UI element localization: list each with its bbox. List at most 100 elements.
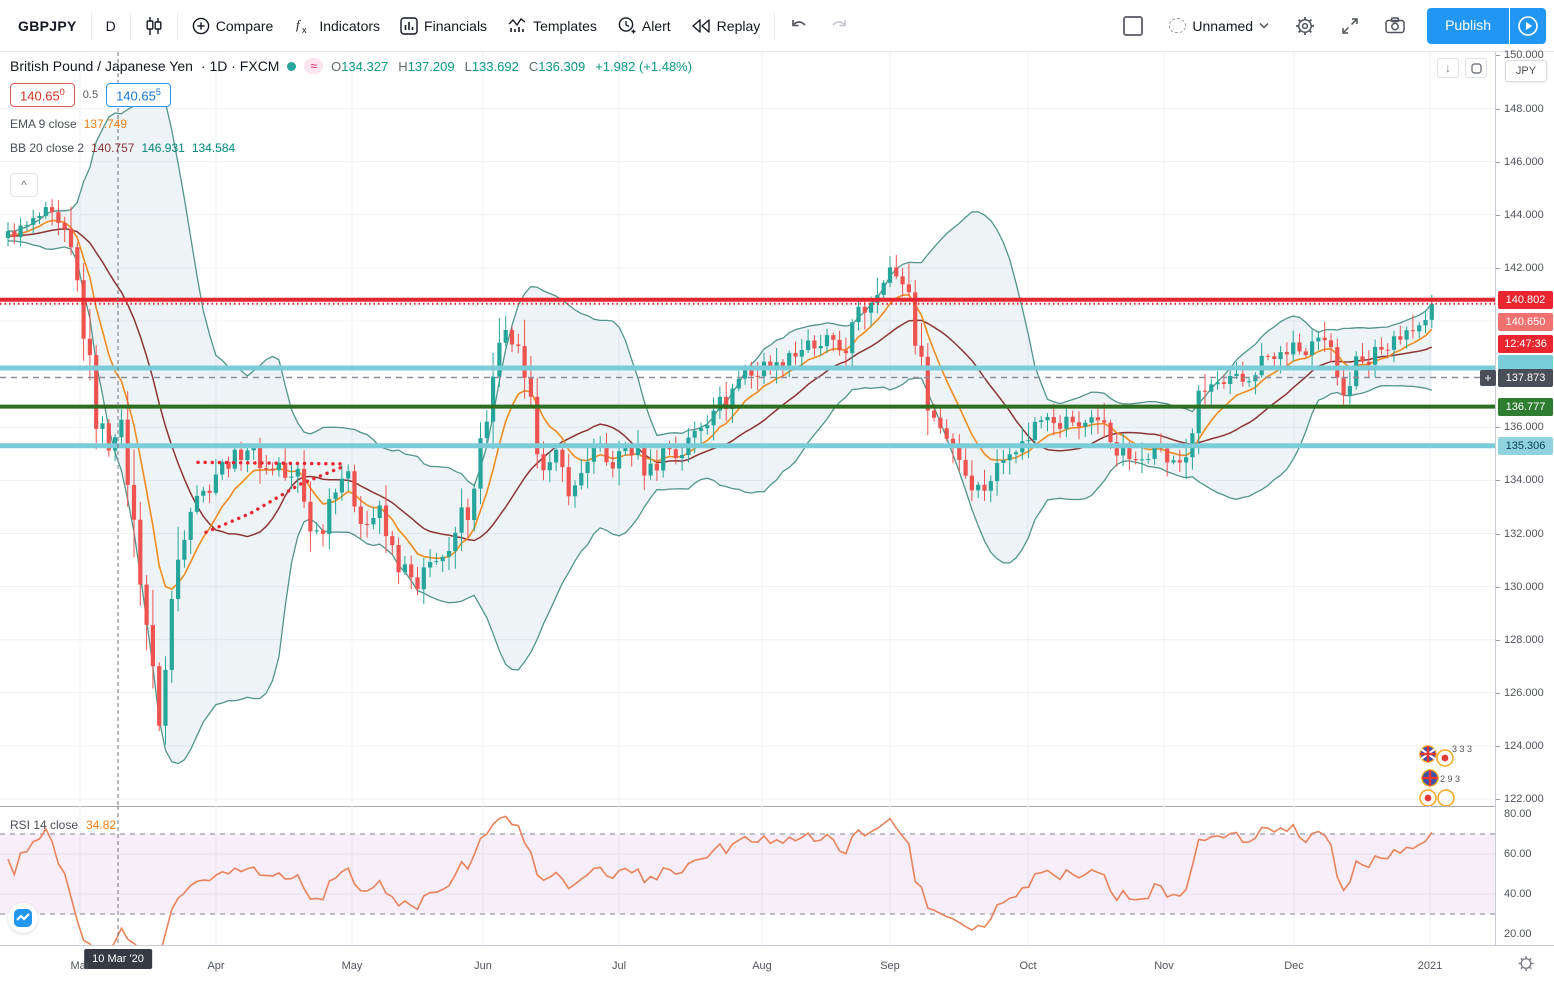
- svg-text:3 3 3: 3 3 3: [1452, 744, 1472, 754]
- time-tick-label: Jul: [611, 959, 627, 972]
- svg-text:f: f: [296, 17, 302, 32]
- collapse-indicators-button[interactable]: ^: [10, 173, 38, 197]
- price-level-label: 135.306: [1498, 437, 1553, 455]
- time-tick-label: Oct: [1019, 959, 1037, 972]
- price-level-label: 136.777: [1498, 398, 1553, 416]
- redo-button[interactable]: [819, 7, 859, 45]
- snapshot-button[interactable]: [1375, 7, 1415, 45]
- buy-button[interactable]: 140.655: [106, 83, 171, 108]
- price-tick-label: 142.000: [1504, 261, 1544, 274]
- hidden-level-label: [1498, 355, 1553, 373]
- toolbar-separator: [129, 11, 131, 40]
- restore-pane-icon: [1470, 62, 1482, 74]
- ema-legend-row[interactable]: EMA 9 close 137.749: [10, 117, 128, 132]
- rsi-tick-label: 80.00: [1504, 808, 1532, 820]
- chart-legend: British Pound / Japanese Yen · 1D · FXCM…: [10, 58, 692, 155]
- delayed-data-icon: ≈: [304, 58, 324, 74]
- price-tick-mark: [1496, 586, 1500, 588]
- templates-icon: [508, 17, 526, 32]
- tradingview-pane-logo[interactable]: [8, 903, 38, 933]
- templates-label: Templates: [533, 17, 597, 34]
- play-circle-icon: [1518, 15, 1538, 36]
- time-axis[interactable]: 10 Mar '20 Mar Apr May Jun Jul Aug Sep Oct Nov De…: [0, 945, 1554, 984]
- pane-separator[interactable]: [0, 806, 1554, 807]
- alert-button[interactable]: Alert: [607, 7, 681, 45]
- price-tick-mark: [1496, 746, 1500, 747]
- bb-legend-row[interactable]: BB 20 close 2 140.757 146.931 134.584: [10, 141, 236, 156]
- time-tick-label: May: [341, 959, 363, 972]
- publish-button[interactable]: Publish: [1427, 7, 1509, 44]
- chart-style-button[interactable]: [135, 7, 173, 45]
- symbol-button[interactable]: GBPJPY: [18, 17, 77, 34]
- candlestick-icon: [146, 16, 162, 35]
- fx-icon: f x: [296, 17, 307, 35]
- fullscreen-button[interactable]: [1331, 7, 1369, 45]
- toolbar-separator: [176, 11, 178, 40]
- price-level-label: 140.802: [1498, 291, 1553, 309]
- cloud-layout-dropdown[interactable]: Unnamed: [1159, 7, 1279, 45]
- select-layout-button[interactable]: [1113, 7, 1153, 45]
- chevron-down-icon: [1259, 22, 1269, 29]
- price-tick-label: 122.000: [1504, 793, 1544, 806]
- rsi-pane[interactable]: RSI 14 close 34.82: [0, 806, 1495, 945]
- compare-plus-icon: [192, 17, 210, 34]
- toolbar-separator: [90, 11, 92, 40]
- replay-button[interactable]: Replay: [681, 7, 771, 45]
- time-tick-label: Jun: [474, 959, 492, 972]
- price-tick-mark: [1496, 267, 1500, 269]
- financials-button[interactable]: Financials: [390, 7, 497, 45]
- time-tick-label: Nov: [1154, 959, 1174, 972]
- svg-text:x: x: [302, 25, 307, 35]
- price-tick-mark: [1496, 55, 1500, 56]
- logo-mountain-icon: [14, 909, 32, 927]
- price-tick-mark: [1496, 427, 1500, 429]
- market-open-dot-icon: [287, 61, 297, 71]
- rsi-tick-label: 40.00: [1504, 888, 1532, 900]
- layout-name-label: Unnamed: [1192, 17, 1254, 34]
- time-tick-label: Apr: [207, 959, 225, 972]
- quick-broadcast-button[interactable]: [1510, 7, 1546, 44]
- toolbar-right-group: Unnamed: [1113, 7, 1546, 45]
- maximize-pane-button[interactable]: [1465, 58, 1487, 78]
- symbol-title[interactable]: British Pound / Japanese Yen: [10, 58, 193, 74]
- timezone-settings-icon[interactable]: [1518, 955, 1534, 976]
- sell-button[interactable]: 140.650: [10, 83, 75, 108]
- price-axis[interactable]: JPY 150.000 148.000 146.000 144.000 142.000 1…: [1480, 49, 1554, 945]
- interval-button[interactable]: D: [105, 17, 116, 34]
- jpy-flag-icon: [1419, 789, 1437, 806]
- time-tick-label: Mar: [70, 959, 90, 972]
- fullscreen-icon: [1342, 17, 1358, 34]
- price-tick-mark: [1496, 214, 1500, 216]
- symbol-meta: · 1D · FXCM: [200, 58, 280, 74]
- time-tick-label: Sep: [880, 959, 900, 972]
- rsi-tick-label: 60.00: [1504, 848, 1532, 860]
- crosshair-date-label: 10 Mar '20: [84, 949, 152, 969]
- time-tick-label: 2021: [1417, 959, 1443, 972]
- compare-button[interactable]: Compare: [182, 7, 284, 45]
- replay-label: Replay: [716, 17, 761, 34]
- price-tick-label: 136.000: [1504, 421, 1544, 434]
- toolbar-separator: [774, 11, 776, 40]
- price-tick-label: 128.000: [1504, 633, 1544, 646]
- price-tick-mark: [1496, 108, 1500, 110]
- symbol-flags-watermark: 3 3 3 2 9 3: [1416, 740, 1474, 806]
- main-chart-canvas: [0, 52, 1495, 806]
- gbp-flag-icon: [1421, 769, 1439, 787]
- financials-icon: [400, 16, 418, 35]
- templates-button[interactable]: Templates: [497, 7, 607, 45]
- rsi-legend-row[interactable]: RSI 14 close 34.82: [10, 818, 117, 832]
- chart-region: British Pound / Japanese Yen · 1D · FXCM…: [0, 49, 1554, 984]
- currency-axis-button[interactable]: JPY: [1505, 60, 1547, 82]
- replay-icon: [691, 18, 710, 33]
- add-order-plus-button[interactable]: +: [1480, 370, 1496, 386]
- main-chart-pane[interactable]: British Pound / Japanese Yen · 1D · FXCM…: [0, 52, 1495, 806]
- rsi-canvas: [0, 806, 1495, 945]
- financials-label: Financials: [424, 17, 488, 34]
- settings-button[interactable]: [1285, 7, 1325, 45]
- rsi-tick-label: 20.00: [1504, 928, 1532, 940]
- price-tick-mark: [1496, 639, 1500, 641]
- indicators-button[interactable]: f x Indicators: [283, 7, 390, 45]
- undo-button[interactable]: [779, 7, 819, 45]
- scroll-down-button[interactable]: ↓: [1437, 58, 1459, 78]
